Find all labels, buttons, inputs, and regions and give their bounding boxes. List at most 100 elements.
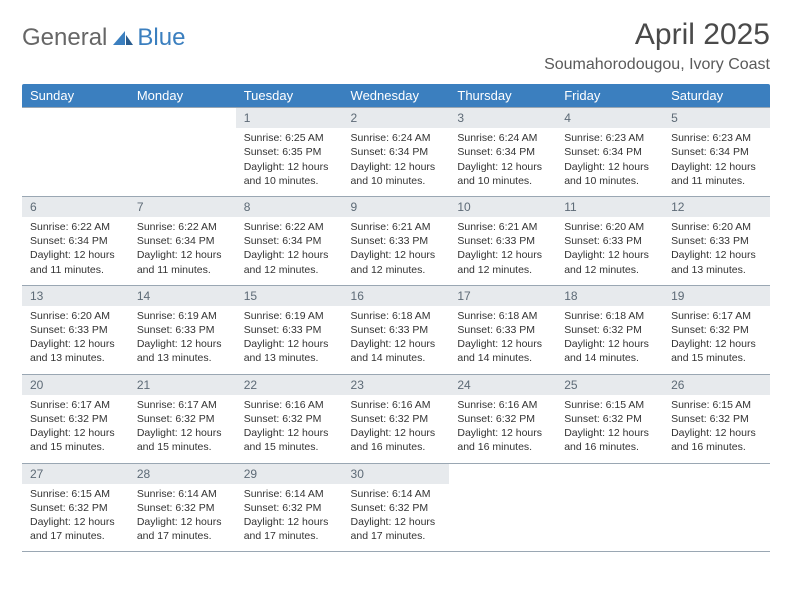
calendar-day-cell: 24Sunrise: 6:16 AMSunset: 6:32 PMDayligh… xyxy=(449,374,556,463)
sunset-line: Sunset: 6:32 PM xyxy=(351,501,442,515)
day-number: 20 xyxy=(22,375,129,395)
sunrise-line: Sunrise: 6:19 AM xyxy=(244,309,335,323)
sunrise-line: Sunrise: 6:21 AM xyxy=(457,220,548,234)
calendar-day-cell: 15Sunrise: 6:19 AMSunset: 6:33 PMDayligh… xyxy=(236,285,343,374)
day-number: 23 xyxy=(343,375,450,395)
calendar-day-cell: 2Sunrise: 6:24 AMSunset: 6:34 PMDaylight… xyxy=(343,108,450,197)
sunset-line: Sunset: 6:32 PM xyxy=(457,412,548,426)
day-body: Sunrise: 6:14 AMSunset: 6:32 PMDaylight:… xyxy=(129,484,236,552)
day-body: Sunrise: 6:23 AMSunset: 6:34 PMDaylight:… xyxy=(663,128,770,196)
daylight-line: Daylight: 12 hours and 17 minutes. xyxy=(244,515,335,543)
calendar-week-row: 20Sunrise: 6:17 AMSunset: 6:32 PMDayligh… xyxy=(22,374,770,463)
calendar-day-cell: 1Sunrise: 6:25 AMSunset: 6:35 PMDaylight… xyxy=(236,108,343,197)
daylight-line: Daylight: 12 hours and 13 minutes. xyxy=(244,337,335,365)
sunset-line: Sunset: 6:32 PM xyxy=(564,323,655,337)
sunrise-line: Sunrise: 6:17 AM xyxy=(137,398,228,412)
sunrise-line: Sunrise: 6:15 AM xyxy=(671,398,762,412)
day-number: 2 xyxy=(343,108,450,128)
sunset-line: Sunset: 6:33 PM xyxy=(457,323,548,337)
title-block: April 2025 Soumahorodougou, Ivory Coast xyxy=(544,18,770,74)
calendar-day-cell xyxy=(129,108,236,197)
daylight-line: Daylight: 12 hours and 16 minutes. xyxy=(671,426,762,454)
daylight-line: Daylight: 12 hours and 10 minutes. xyxy=(564,160,655,188)
day-number: 4 xyxy=(556,108,663,128)
sunset-line: Sunset: 6:32 PM xyxy=(351,412,442,426)
calendar-week-row: 13Sunrise: 6:20 AMSunset: 6:33 PMDayligh… xyxy=(22,285,770,374)
calendar-day-cell: 4 Sunrise: 6:23 AMSunset: 6:34 PMDaylight… xyxy=(556,108,663,197)
day-body: Sunrise: 6:19 AMSunset: 6:33 PMDaylight:… xyxy=(236,306,343,374)
sunrise-line: Sunrise: 6:16 AM xyxy=(244,398,335,412)
sunset-line: Sunset: 6:33 PM xyxy=(671,234,762,248)
day-number: 17 xyxy=(449,286,556,306)
daylight-line: Daylight: 12 hours and 11 minutes. xyxy=(30,248,121,276)
weekday-header: Friday xyxy=(556,84,663,108)
daylight-line: Daylight: 12 hours and 12 minutes. xyxy=(244,248,335,276)
sunset-line: Sunset: 6:32 PM xyxy=(564,412,655,426)
sunrise-line: Sunrise: 6:23 AM xyxy=(564,131,655,145)
sunset-line: Sunset: 6:35 PM xyxy=(244,145,335,159)
day-body: Sunrise: 6:19 AMSunset: 6:33 PMDaylight:… xyxy=(129,306,236,374)
daylight-line: Daylight: 12 hours and 15 minutes. xyxy=(137,426,228,454)
calendar-day-cell xyxy=(449,463,556,552)
calendar-header-row: SundayMondayTuesdayWednesdayThursdayFrid… xyxy=(22,84,770,108)
sunset-line: Sunset: 6:33 PM xyxy=(351,323,442,337)
calendar-day-cell: 19Sunrise: 6:17 AMSunset: 6:32 PMDayligh… xyxy=(663,285,770,374)
day-body xyxy=(556,484,663,549)
day-body: Sunrise: 6:15 AMSunset: 6:32 PMDaylight:… xyxy=(663,395,770,463)
sunrise-line: Sunrise: 6:20 AM xyxy=(671,220,762,234)
day-number: 21 xyxy=(129,375,236,395)
sunrise-line: Sunrise: 6:16 AM xyxy=(351,398,442,412)
day-body: Sunrise: 6:20 AMSunset: 6:33 PMDaylight:… xyxy=(663,217,770,285)
daylight-line: Daylight: 12 hours and 13 minutes. xyxy=(30,337,121,365)
day-body xyxy=(22,128,129,193)
day-number: 13 xyxy=(22,286,129,306)
daylight-line: Daylight: 12 hours and 17 minutes. xyxy=(30,515,121,543)
sunrise-line: Sunrise: 6:19 AM xyxy=(137,309,228,323)
brand-logo: General Blue xyxy=(22,24,185,52)
sunrise-line: Sunrise: 6:17 AM xyxy=(671,309,762,323)
sunset-line: Sunset: 6:32 PM xyxy=(671,412,762,426)
sunset-line: Sunset: 6:33 PM xyxy=(244,323,335,337)
weekday-header: Monday xyxy=(129,84,236,108)
weekday-header: Saturday xyxy=(663,84,770,108)
sunrise-line: Sunrise: 6:14 AM xyxy=(137,487,228,501)
day-number xyxy=(22,108,129,128)
day-body: Sunrise: 6:17 AMSunset: 6:32 PMDaylight:… xyxy=(129,395,236,463)
day-number xyxy=(556,464,663,484)
calendar-day-cell xyxy=(556,463,663,552)
calendar-day-cell: 23Sunrise: 6:16 AMSunset: 6:32 PMDayligh… xyxy=(343,374,450,463)
day-body: Sunrise: 6:24 AMSunset: 6:34 PMDaylight:… xyxy=(343,128,450,196)
day-number: 14 xyxy=(129,286,236,306)
month-title: April 2025 xyxy=(544,18,770,52)
brand-part1: General xyxy=(22,24,107,52)
daylight-line: Daylight: 12 hours and 14 minutes. xyxy=(457,337,548,365)
day-number: 9 xyxy=(343,197,450,217)
day-body: Sunrise: 6:21 AMSunset: 6:33 PMDaylight:… xyxy=(449,217,556,285)
calendar-day-cell: 7Sunrise: 6:22 AMSunset: 6:34 PMDaylight… xyxy=(129,196,236,285)
calendar-day-cell: 26Sunrise: 6:15 AMSunset: 6:32 PMDayligh… xyxy=(663,374,770,463)
calendar-week-row: 1Sunrise: 6:25 AMSunset: 6:35 PMDaylight… xyxy=(22,108,770,197)
calendar-week-row: 27Sunrise: 6:15 AMSunset: 6:32 PMDayligh… xyxy=(22,463,770,552)
day-body: Sunrise: 6:18 AMSunset: 6:32 PMDaylight:… xyxy=(556,306,663,374)
day-number: 26 xyxy=(663,375,770,395)
daylight-line: Daylight: 12 hours and 11 minutes. xyxy=(137,248,228,276)
weekday-header: Thursday xyxy=(449,84,556,108)
day-number xyxy=(129,108,236,128)
sunset-line: Sunset: 6:34 PM xyxy=(564,145,655,159)
day-number xyxy=(663,464,770,484)
calendar-day-cell: 29Sunrise: 6:14 AMSunset: 6:32 PMDayligh… xyxy=(236,463,343,552)
day-body: Sunrise: 6:22 AMSunset: 6:34 PMDaylight:… xyxy=(236,217,343,285)
day-body: Sunrise: 6:16 AMSunset: 6:32 PMDaylight:… xyxy=(236,395,343,463)
daylight-line: Daylight: 12 hours and 12 minutes. xyxy=(457,248,548,276)
sunset-line: Sunset: 6:32 PM xyxy=(671,323,762,337)
day-body xyxy=(129,128,236,193)
daylight-line: Daylight: 12 hours and 17 minutes. xyxy=(137,515,228,543)
weekday-header: Sunday xyxy=(22,84,129,108)
calendar-day-cell xyxy=(22,108,129,197)
daylight-line: Daylight: 12 hours and 14 minutes. xyxy=(564,337,655,365)
daylight-line: Daylight: 12 hours and 12 minutes. xyxy=(564,248,655,276)
day-number: 18 xyxy=(556,286,663,306)
calendar-day-cell: 13Sunrise: 6:20 AMSunset: 6:33 PMDayligh… xyxy=(22,285,129,374)
calendar-day-cell: 16Sunrise: 6:18 AMSunset: 6:33 PMDayligh… xyxy=(343,285,450,374)
calendar-day-cell: 9Sunrise: 6:21 AMSunset: 6:33 PMDaylight… xyxy=(343,196,450,285)
